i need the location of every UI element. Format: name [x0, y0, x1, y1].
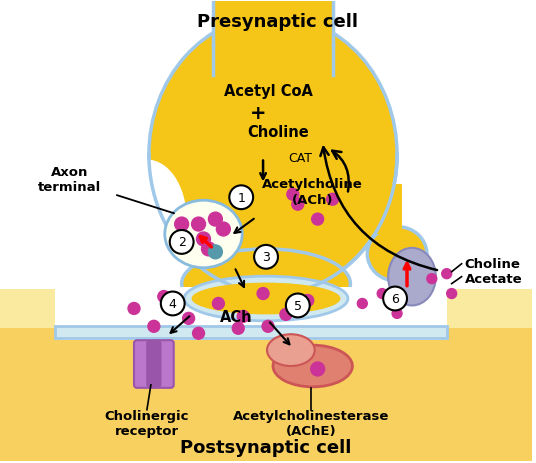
Circle shape	[427, 274, 437, 284]
Text: Cholinergic
receptor: Cholinergic receptor	[105, 409, 189, 437]
Circle shape	[183, 313, 195, 325]
FancyBboxPatch shape	[55, 326, 446, 338]
FancyBboxPatch shape	[0, 289, 532, 329]
Circle shape	[392, 309, 402, 319]
Circle shape	[312, 213, 324, 225]
Circle shape	[358, 299, 367, 309]
Circle shape	[442, 269, 452, 279]
Text: Axon
terminal: Axon terminal	[38, 166, 101, 194]
Circle shape	[217, 223, 230, 237]
Circle shape	[229, 186, 253, 210]
Ellipse shape	[191, 283, 340, 315]
FancyBboxPatch shape	[90, 311, 427, 340]
FancyBboxPatch shape	[147, 341, 161, 387]
Text: Choline
Acetate: Choline Acetate	[465, 257, 522, 285]
Text: Acetylcholinesterase
(AChE): Acetylcholinesterase (AChE)	[233, 409, 389, 437]
Ellipse shape	[149, 17, 397, 294]
Circle shape	[209, 245, 222, 259]
Ellipse shape	[107, 160, 187, 279]
FancyBboxPatch shape	[90, 287, 427, 326]
Circle shape	[280, 309, 292, 321]
Ellipse shape	[184, 276, 348, 321]
FancyBboxPatch shape	[0, 329, 532, 461]
Circle shape	[161, 292, 184, 316]
Ellipse shape	[182, 250, 351, 319]
Circle shape	[191, 218, 205, 232]
Text: +: +	[250, 104, 266, 123]
FancyArrowPatch shape	[321, 148, 437, 270]
Ellipse shape	[273, 345, 352, 387]
Circle shape	[446, 289, 457, 299]
Circle shape	[292, 199, 304, 211]
Text: 4: 4	[169, 297, 177, 310]
Text: Choline: Choline	[247, 125, 309, 140]
Circle shape	[128, 303, 140, 315]
Circle shape	[212, 298, 225, 310]
Text: ACh: ACh	[220, 309, 252, 324]
FancyBboxPatch shape	[55, 276, 446, 340]
Text: 1: 1	[237, 191, 245, 204]
Circle shape	[383, 287, 407, 311]
Ellipse shape	[267, 334, 315, 366]
Circle shape	[262, 321, 274, 332]
Circle shape	[192, 328, 205, 339]
Circle shape	[232, 323, 244, 334]
Circle shape	[209, 213, 222, 226]
Text: CAT: CAT	[288, 152, 312, 165]
Circle shape	[237, 311, 249, 323]
Circle shape	[311, 362, 325, 376]
Text: Acetylcholine
(ACh): Acetylcholine (ACh)	[262, 177, 363, 206]
Circle shape	[286, 294, 310, 318]
FancyArrowPatch shape	[332, 151, 349, 192]
Circle shape	[302, 295, 314, 307]
Bar	[213, 0, 332, 46]
Circle shape	[148, 321, 160, 332]
Circle shape	[254, 245, 278, 269]
Ellipse shape	[165, 201, 242, 268]
Bar	[213, 0, 332, 2]
Circle shape	[158, 291, 170, 303]
Ellipse shape	[388, 248, 436, 306]
Ellipse shape	[367, 227, 427, 282]
FancyBboxPatch shape	[358, 185, 402, 234]
Text: 6: 6	[391, 292, 399, 305]
Circle shape	[197, 232, 211, 246]
FancyBboxPatch shape	[134, 340, 156, 388]
Text: Acetyl CoA: Acetyl CoA	[224, 83, 312, 98]
Circle shape	[287, 189, 299, 201]
Circle shape	[202, 243, 215, 256]
Text: 5: 5	[294, 299, 302, 312]
Circle shape	[178, 236, 192, 250]
Circle shape	[377, 289, 387, 299]
Circle shape	[175, 218, 189, 232]
Text: 2: 2	[178, 236, 185, 249]
Circle shape	[257, 288, 269, 300]
FancyBboxPatch shape	[152, 340, 174, 388]
Circle shape	[170, 231, 193, 254]
Text: Postsynaptic cell: Postsynaptic cell	[180, 438, 352, 457]
Text: Presynaptic cell: Presynaptic cell	[197, 13, 359, 31]
Circle shape	[326, 194, 339, 206]
Text: 3: 3	[262, 251, 270, 264]
